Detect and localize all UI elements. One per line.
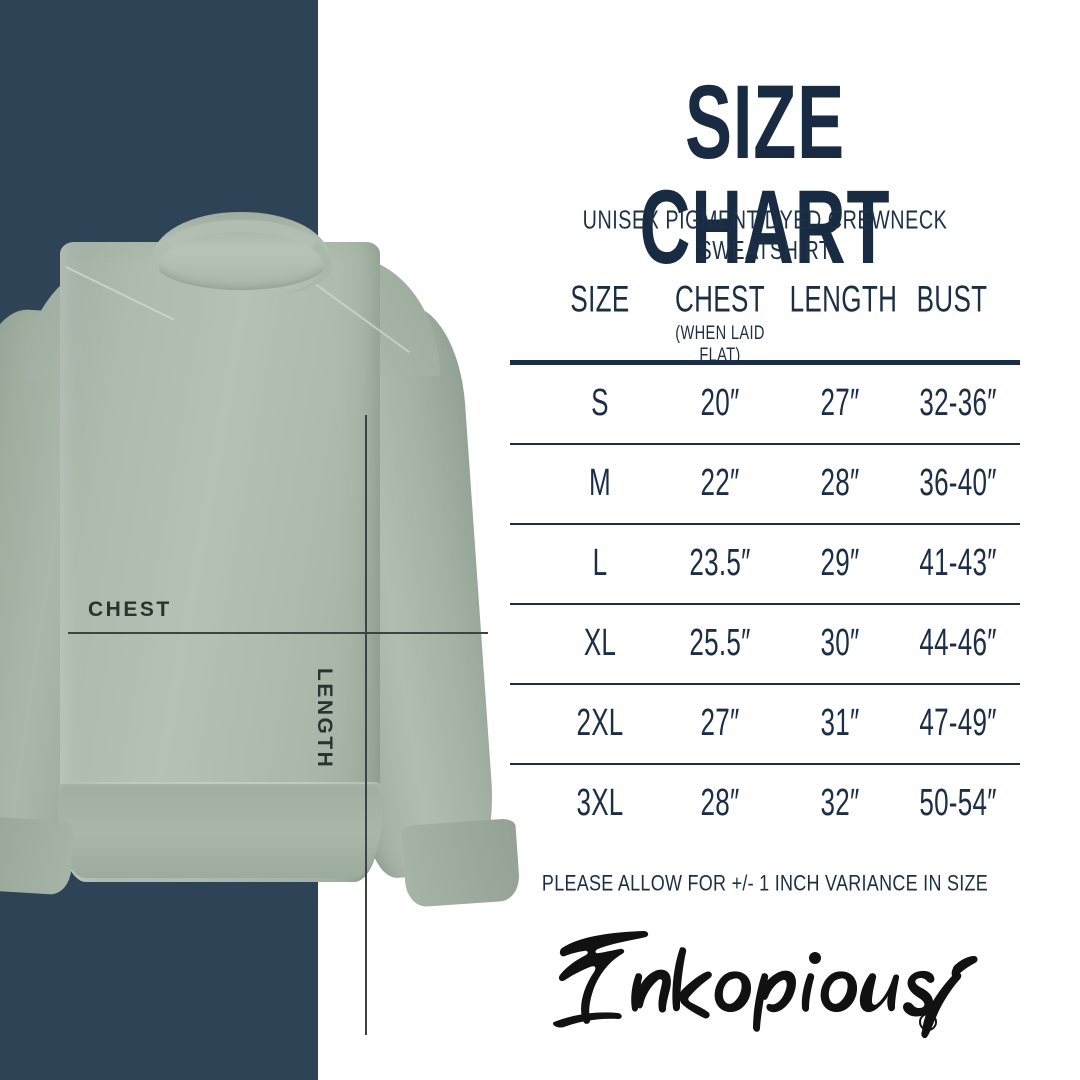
table-row: M 22″ 28″ 36-40″ — [510, 445, 1020, 525]
table-row: 2XL 27″ 31″ 47-49″ — [510, 685, 1020, 765]
chest-measure-line — [68, 632, 488, 634]
cell-bust: 44-46″ — [919, 621, 997, 664]
length-measure-line — [365, 415, 367, 1035]
cell-length: 28″ — [820, 461, 860, 504]
table-row: S 20″ 27″ 32-36″ — [510, 365, 1020, 445]
variance-note: PLEASE ALLOW FOR +/- 1 INCH VARIANCE IN … — [541, 872, 989, 897]
cell-length: 32″ — [820, 781, 860, 824]
cell-size: S — [591, 381, 609, 424]
cuff-right — [401, 818, 521, 908]
cuff-left — [0, 814, 75, 896]
cell-bust: 47-49″ — [919, 701, 997, 744]
size-table: SIZE CHEST LENGTH BUST (WHEN LAID FLAT) … — [510, 278, 1020, 824]
cell-chest: 28″ — [700, 781, 740, 824]
table-header-row: SIZE CHEST LENGTH BUST (WHEN LAID FLAT) — [510, 278, 1020, 366]
cell-chest: 20″ — [700, 381, 740, 424]
cell-chest: 25.5″ — [689, 621, 751, 664]
cell-size: 2XL — [576, 701, 624, 744]
cell-length: 27″ — [820, 381, 860, 424]
cell-bust: 50-54″ — [919, 781, 997, 824]
cell-chest: 27″ — [700, 701, 740, 744]
cell-bust: 36-40″ — [919, 461, 997, 504]
column-header-bust: BUST — [916, 278, 988, 320]
brand-logo: R — [540, 918, 990, 1039]
hem-seam — [60, 782, 380, 784]
column-header-size: SIZE — [570, 278, 630, 320]
page-title: SIZE CHART — [639, 63, 891, 286]
column-header-length: LENGTH — [789, 278, 898, 320]
table-top-rule — [510, 360, 1020, 365]
page-subtitle: UNISEX PIGMENT DYED CREWNECK SWEATSHIRT — [582, 205, 948, 265]
column-header-chest: CHEST — [675, 278, 765, 320]
table-row: 3XL 28″ 32″ 50-54″ — [510, 765, 1020, 845]
table-row: XL 25.5″ 30″ 44-46″ — [510, 605, 1020, 685]
cell-bust: 32-36″ — [919, 381, 997, 424]
registered-trademark-mark: R — [919, 1013, 937, 1031]
cell-length: 30″ — [820, 621, 860, 664]
cell-length: 29″ — [820, 541, 860, 584]
cell-length: 31″ — [820, 701, 860, 744]
cell-bust: 41-43″ — [919, 541, 997, 584]
chest-measure-label: CHEST — [88, 598, 172, 621]
cell-chest: 22″ — [700, 461, 740, 504]
cell-size: 3XL — [576, 781, 624, 824]
garment-body — [60, 242, 380, 882]
length-measure-label: LENGTH — [313, 668, 336, 770]
cell-size: L — [592, 541, 608, 584]
cell-size: M — [589, 461, 611, 504]
cell-size: XL — [583, 621, 617, 664]
table-row: L 23.5″ 29″ 41-43″ — [510, 525, 1020, 605]
sweatshirt-illustration: CHEST LENGTH — [0, 170, 560, 1035]
hem-band — [58, 782, 382, 878]
table-body: S 20″ 27″ 32-36″ M 22″ 28″ 36-40″ L 23.5… — [510, 365, 1020, 845]
svg-text:R: R — [925, 1018, 932, 1029]
chart-content: SIZE CHART UNISEX PIGMENT DYED CREWNECK … — [510, 0, 1080, 1080]
cell-chest: 23.5″ — [689, 541, 751, 584]
